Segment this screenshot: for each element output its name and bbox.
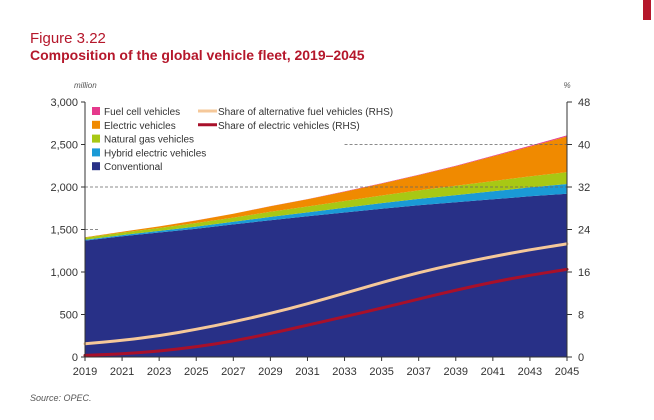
reference-lines [85, 144, 567, 230]
x-axis-ticks: 2019 2021 2023 2025 2027 2029 2031 2033 2035 2037… [73, 357, 579, 378]
x-tick-label: 2039 [444, 366, 468, 378]
legend-label-natural-gas-vehicles: Natural gas vehicles [104, 135, 194, 146]
legend-label-conventional: Conventional [104, 162, 162, 173]
y2-tick-label: 0 [578, 352, 584, 364]
legend: Fuel cell vehicles Electric vehicles Natur… [92, 107, 393, 173]
x-tick-label: 2023 [147, 366, 171, 378]
y-tick-label: 500 [60, 310, 78, 322]
x-tick-label: 2027 [221, 366, 245, 378]
y-tick-label: 1,500 [50, 225, 78, 237]
y2-tick-label: 40 [578, 140, 590, 152]
legend-label-share-of-electric-vehicles-rhs: Share of electric vehicles (RHS) [218, 121, 360, 132]
y-tick-label: 0 [72, 352, 78, 364]
legend-label-hybrid-electric-vehicles: Hybrid electric vehicles [104, 148, 206, 159]
share-lines [83, 242, 569, 357]
y2-tick-label: 16 [578, 267, 590, 279]
area-conventional [85, 193, 567, 357]
x-tick-label: 2025 [184, 366, 208, 378]
area-hybrid-electric-vehicles [85, 184, 567, 241]
x-tick-label: 2021 [110, 366, 134, 378]
x-tick-label: 2045 [555, 366, 579, 378]
legend-swatch-hybrid-electric-vehicles [92, 148, 100, 157]
x-tick-label: 2043 [518, 366, 542, 378]
area-natural-gas-vehicles [85, 172, 567, 240]
y2-tick-label: 8 [578, 310, 584, 322]
figure-title: Composition of the global vehicle fleet,… [30, 47, 365, 63]
x-tick-label: 2019 [73, 366, 97, 378]
y2-axis-ticks: 0 8 16 24 32 40 48 [567, 97, 590, 364]
corner-accent-mark [643, 0, 651, 20]
line-share-of-alternative-fuel-vehicles-rhs [83, 242, 569, 346]
x-tick-label: 2033 [332, 366, 356, 378]
x-tick-label: 2037 [406, 366, 430, 378]
source-note: Source: OPEC. [30, 393, 92, 403]
legend-label-fuel-cell-vehicles: Fuel cell vehicles [104, 107, 180, 118]
legend-swatch-fuel-cell-vehicles [92, 107, 100, 115]
y2-tick-label: 48 [578, 97, 590, 109]
y2-tick-label: 32 [578, 182, 590, 194]
y-tick-label: 2,500 [50, 140, 78, 152]
x-tick-label: 2041 [481, 366, 505, 378]
legend-swatch-electric-vehicles [92, 120, 100, 129]
y-axis-ticks: 0 500 1,000 1,500 2,000 2,500 3,000 [50, 97, 85, 364]
legend-swatch-natural-gas-vehicles [92, 134, 100, 143]
figure-number: Figure 3.22 [30, 30, 106, 47]
legend-swatch-conventional [92, 162, 100, 171]
stacked-areas [85, 135, 567, 357]
y-tick-label: 1,000 [50, 267, 78, 279]
legend-label-share-of-alternative-fuel-vehicles-rhs: Share of alternative fuel vehicles (RHS) [218, 107, 393, 118]
right-axis-unit: % [563, 81, 570, 90]
left-axis-unit: million [74, 81, 97, 90]
y-tick-label: 2,000 [50, 182, 78, 194]
x-tick-label: 2031 [295, 366, 319, 378]
legend-label-electric-vehicles: Electric vehicles [104, 121, 176, 132]
x-tick-label: 2035 [369, 366, 393, 378]
x-tick-label: 2029 [258, 366, 282, 378]
y2-tick-label: 24 [578, 225, 590, 237]
line-share-of-electric-vehicles-rhs [83, 267, 569, 357]
y-tick-label: 3,000 [50, 97, 78, 109]
